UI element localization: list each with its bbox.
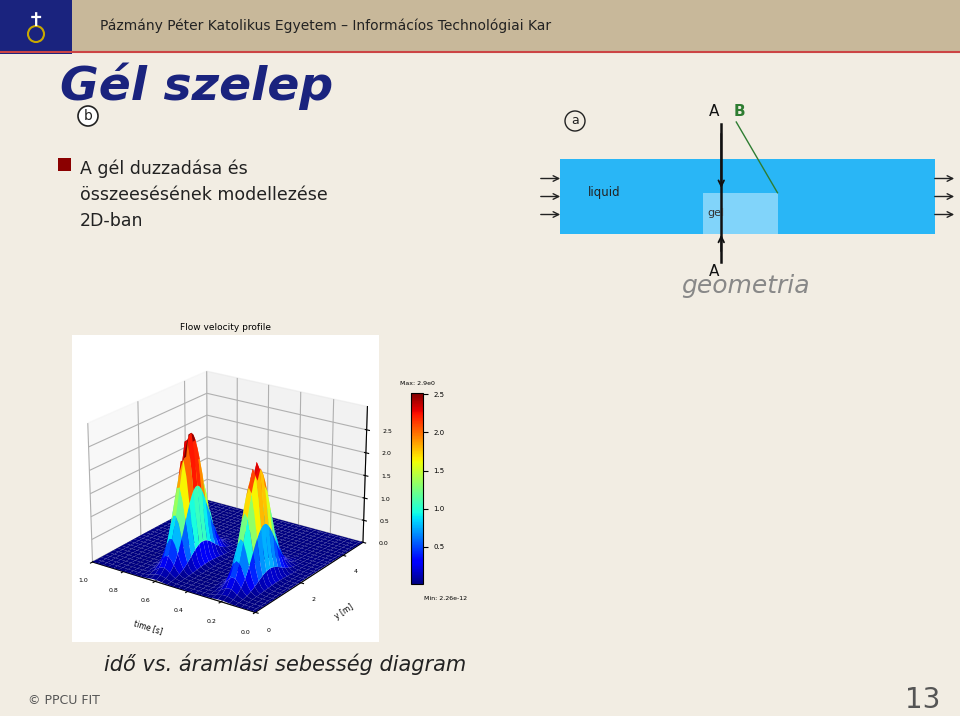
Text: Min: 2.26e-12: Min: 2.26e-12 [424, 596, 468, 601]
Text: geometria: geometria [681, 274, 809, 298]
Text: b: b [84, 109, 92, 123]
Bar [560, 159, 935, 234]
Text: gel: gel [708, 208, 725, 218]
Text: A: A [709, 264, 719, 279]
Bar [0, 0, 960, 52]
Bar [0, 0, 72, 54]
Text: liquid: liquid [588, 186, 620, 199]
Text: a: a [571, 115, 579, 127]
Bar [58, 158, 71, 171]
Text: Gél szelep: Gél szelep [60, 62, 333, 110]
Text: Pázmány Péter Katolikus Egyetem – Informácíos Technológiai Kar: Pázmány Péter Katolikus Egyetem – Inform… [100, 19, 551, 33]
Text: © PPCU FIT: © PPCU FIT [28, 694, 100, 707]
Text: 13: 13 [904, 686, 940, 714]
Text: ✝: ✝ [28, 11, 44, 31]
Bar [703, 193, 778, 234]
Circle shape [78, 106, 98, 126]
X-axis label: time [s]: time [s] [132, 618, 163, 636]
Title: Max: 2.9e0
: Max: 2.9e0 [399, 380, 435, 392]
Y-axis label: y [m]: y [m] [333, 602, 354, 621]
Text: A gél duzzadása és
összeesésének modellezése
2D-ban: A gél duzzadása és összeesésének modelle… [80, 160, 327, 230]
Text: B: B [733, 104, 745, 119]
Title: Flow velocity profile: Flow velocity profile [180, 323, 271, 332]
Text: A: A [709, 104, 719, 119]
Text: idő vs. áramlási sebesség diagram: idő vs. áramlási sebesség diagram [104, 653, 467, 674]
